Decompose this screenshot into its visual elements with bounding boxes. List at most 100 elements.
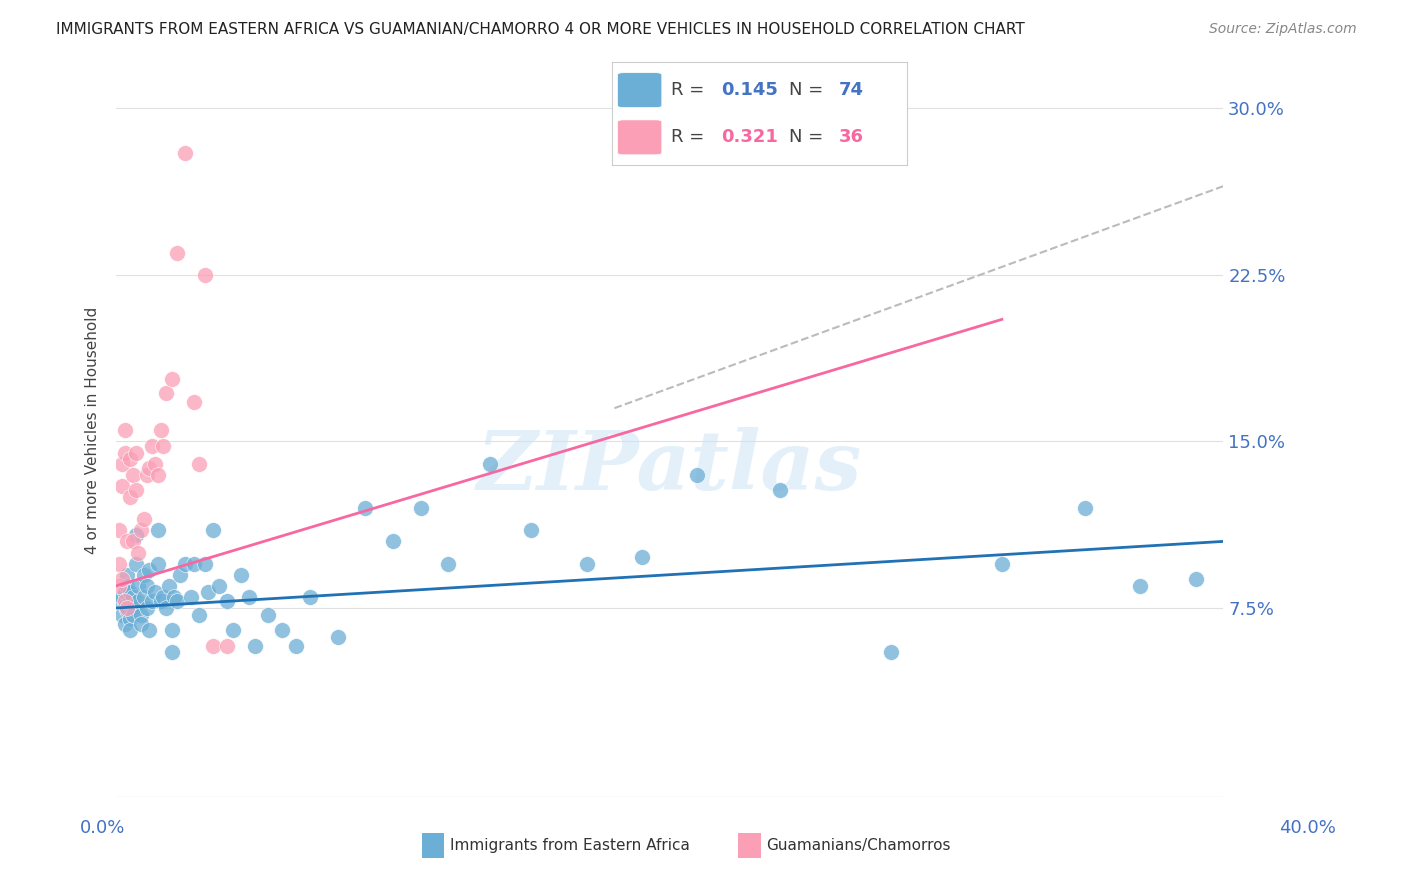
Point <box>520 524 543 538</box>
Text: R =: R = <box>671 128 710 146</box>
Point <box>111 457 134 471</box>
Point <box>238 590 260 604</box>
Point <box>129 524 152 538</box>
Point <box>146 467 169 482</box>
Point <box>143 585 166 599</box>
Point <box>155 385 177 400</box>
Point <box>152 439 174 453</box>
Point <box>257 607 280 622</box>
Text: 0.145: 0.145 <box>721 81 778 99</box>
Point <box>163 590 186 604</box>
Point <box>132 567 155 582</box>
Point <box>124 483 146 498</box>
Point <box>120 594 142 608</box>
Point <box>117 534 139 549</box>
Point <box>122 467 145 482</box>
Text: R =: R = <box>671 81 710 99</box>
Point <box>166 245 188 260</box>
Point <box>188 457 211 471</box>
Point <box>183 557 205 571</box>
Point <box>183 394 205 409</box>
Point <box>120 612 142 626</box>
Point <box>409 501 432 516</box>
Point <box>146 524 169 538</box>
Point <box>155 601 177 615</box>
Point <box>174 557 197 571</box>
Point <box>114 616 136 631</box>
Point <box>769 483 792 498</box>
Point <box>215 594 238 608</box>
Point <box>326 630 349 644</box>
Point <box>135 579 157 593</box>
Point <box>1074 501 1097 516</box>
Point <box>120 585 142 599</box>
Point <box>132 590 155 604</box>
Point <box>202 639 225 653</box>
Point <box>122 534 145 549</box>
Point <box>1129 579 1152 593</box>
Point <box>111 572 134 586</box>
Point <box>141 594 163 608</box>
FancyBboxPatch shape <box>617 120 662 155</box>
Point <box>146 557 169 571</box>
Point <box>194 268 217 282</box>
Point <box>194 557 217 571</box>
Point <box>197 585 219 599</box>
Point <box>221 624 243 638</box>
Point <box>202 524 225 538</box>
Point <box>114 599 136 613</box>
Point <box>149 424 172 438</box>
Text: N =: N = <box>789 128 828 146</box>
Text: Immigrants from Eastern Africa: Immigrants from Eastern Africa <box>450 838 690 853</box>
Point <box>354 501 377 516</box>
Text: IMMIGRANTS FROM EASTERN AFRICA VS GUAMANIAN/CHAMORRO 4 OR MORE VEHICLES IN HOUSE: IMMIGRANTS FROM EASTERN AFRICA VS GUAMAN… <box>56 22 1025 37</box>
Point <box>117 567 139 582</box>
Point <box>111 590 134 604</box>
Point <box>114 585 136 599</box>
Point <box>437 557 460 571</box>
Point <box>169 567 191 582</box>
Point <box>138 563 160 577</box>
Point <box>298 590 321 604</box>
Point <box>160 372 183 386</box>
FancyBboxPatch shape <box>617 73 662 108</box>
Point <box>108 594 131 608</box>
Point <box>138 624 160 638</box>
Text: 36: 36 <box>839 128 863 146</box>
Point <box>152 590 174 604</box>
Text: 0.321: 0.321 <box>721 128 778 146</box>
Point <box>229 567 252 582</box>
Point <box>188 607 211 622</box>
Point <box>135 601 157 615</box>
Point <box>129 607 152 622</box>
Point <box>478 457 501 471</box>
Point <box>243 639 266 653</box>
Point <box>114 594 136 608</box>
Point <box>141 439 163 453</box>
Point <box>111 607 134 622</box>
Point <box>114 445 136 459</box>
Point <box>160 624 183 638</box>
Point <box>120 452 142 467</box>
Point <box>120 490 142 504</box>
Point <box>117 579 139 593</box>
Point <box>157 579 180 593</box>
Text: 0.0%: 0.0% <box>80 819 125 837</box>
Y-axis label: 4 or more Vehicles in Household: 4 or more Vehicles in Household <box>86 307 100 554</box>
Point <box>149 594 172 608</box>
Point <box>166 594 188 608</box>
Point <box>108 557 131 571</box>
Point <box>108 524 131 538</box>
Point <box>132 512 155 526</box>
Point <box>271 624 294 638</box>
Point <box>631 549 654 564</box>
Point <box>686 467 709 482</box>
Point <box>143 457 166 471</box>
Point <box>285 639 308 653</box>
Point <box>991 557 1014 571</box>
Point <box>124 527 146 541</box>
Point <box>160 645 183 659</box>
Text: N =: N = <box>789 81 828 99</box>
Point <box>120 624 142 638</box>
Point <box>117 601 139 615</box>
